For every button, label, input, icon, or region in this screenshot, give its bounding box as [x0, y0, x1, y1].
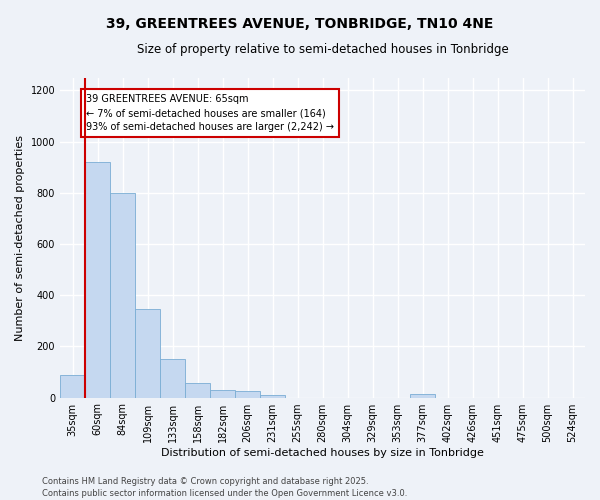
- Bar: [135, 309, 160, 398]
- Y-axis label: Number of semi-detached properties: Number of semi-detached properties: [15, 134, 25, 340]
- Bar: [185, 384, 210, 398]
- Bar: [410, 394, 435, 398]
- Bar: [85, 162, 110, 398]
- X-axis label: Distribution of semi-detached houses by size in Tonbridge: Distribution of semi-detached houses by …: [161, 448, 484, 458]
- Text: Contains HM Land Registry data © Crown copyright and database right 2025.
Contai: Contains HM Land Registry data © Crown c…: [42, 476, 407, 498]
- Bar: [260, 395, 285, 398]
- Text: 39, GREENTREES AVENUE, TONBRIDGE, TN10 4NE: 39, GREENTREES AVENUE, TONBRIDGE, TN10 4…: [106, 18, 494, 32]
- Text: 39 GREENTREES AVENUE: 65sqm
← 7% of semi-detached houses are smaller (164)
93% o: 39 GREENTREES AVENUE: 65sqm ← 7% of semi…: [86, 94, 334, 132]
- Bar: [210, 390, 235, 398]
- Bar: [160, 359, 185, 398]
- Bar: [110, 192, 135, 398]
- Title: Size of property relative to semi-detached houses in Tonbridge: Size of property relative to semi-detach…: [137, 42, 508, 56]
- Bar: [235, 391, 260, 398]
- Bar: [60, 374, 85, 398]
